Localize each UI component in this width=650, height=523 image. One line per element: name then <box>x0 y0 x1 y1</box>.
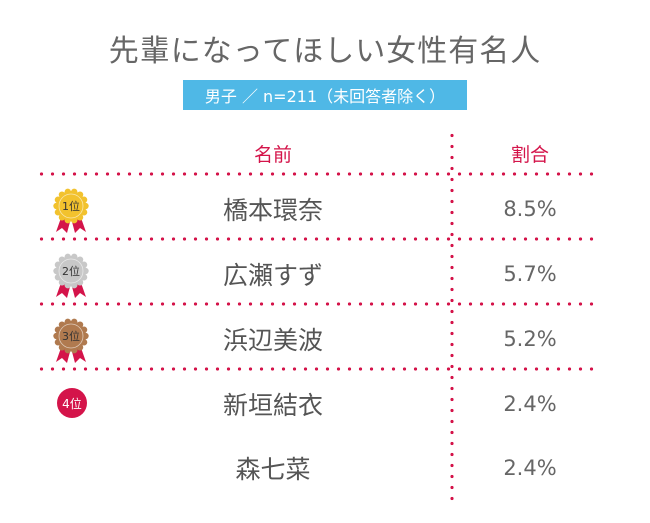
rank-label: 1位 <box>62 199 80 213</box>
table-row: 1位 橋本環奈 8.5% <box>0 177 650 241</box>
ratio-value: 5.2% <box>503 327 557 351</box>
table-row: 4位 新垣結衣 2.4% <box>0 372 650 436</box>
ratio-value: 2.4% <box>503 392 557 416</box>
ratio-value: 2.4% <box>503 456 557 480</box>
row-divider <box>36 237 596 241</box>
table-row: 2位 広瀬すず 5.7% <box>0 242 650 306</box>
celebrity-name: 広瀬すず <box>222 261 323 290</box>
row-divider <box>36 302 596 306</box>
ratio-value: 5.7% <box>503 262 557 286</box>
chart-title: 先輩になってほしい女性有名人 <box>108 34 542 69</box>
celebrity-name: 新垣結衣 <box>222 391 323 420</box>
rank-label: 3位 <box>62 329 80 343</box>
ratio-value: 8.5% <box>503 197 557 221</box>
table-row: 3位 浜辺美波 5.2% <box>0 307 650 371</box>
column-header-ratio: 割合 <box>510 144 549 166</box>
celebrity-name: 森七菜 <box>235 455 311 484</box>
rank-badge-icon: 4位 <box>57 388 87 418</box>
column-header-name: 名前 <box>253 144 292 166</box>
column-divider <box>450 130 454 502</box>
gold-medal-icon: 1位 <box>53 188 89 233</box>
table-row: 森七菜 2.4% <box>0 436 650 500</box>
rank-label: 2位 <box>62 264 80 278</box>
sample-label: 男子 ／ n=211（未回答者除く） <box>183 80 467 110</box>
row-divider <box>36 367 596 371</box>
celebrity-name: 橋本環奈 <box>222 196 323 225</box>
bronze-medal-icon: 3位 <box>53 318 89 363</box>
silver-medal-icon: 2位 <box>53 253 89 298</box>
celebrity-name: 浜辺美波 <box>222 326 323 355</box>
row-divider <box>36 172 596 176</box>
